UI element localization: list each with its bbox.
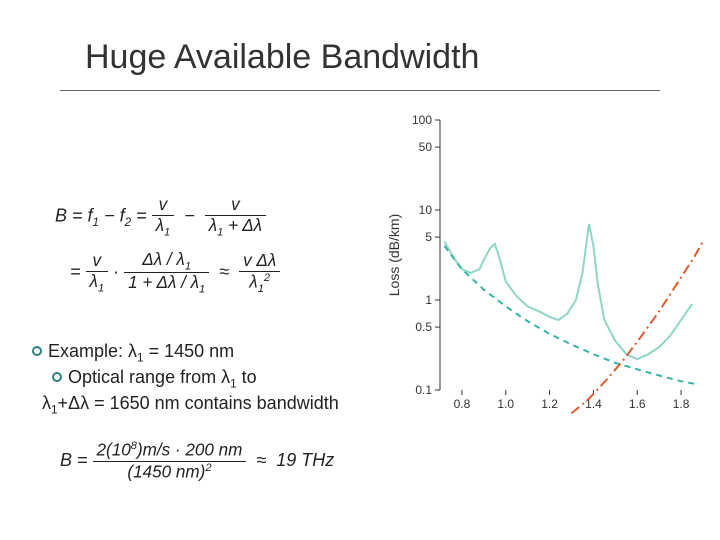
page-title: Huge Available Bandwidth (85, 38, 479, 77)
svg-text:Loss (dB/km): Loss (dB/km) (386, 214, 402, 296)
loss-chart: 0.10.5151050100Loss (dB/km)0.81.01.21.41… (385, 110, 705, 430)
svg-text:50: 50 (419, 140, 433, 154)
svg-text:10: 10 (419, 203, 433, 217)
svg-text:0.8: 0.8 (454, 397, 471, 411)
svg-text:1.2: 1.2 (541, 397, 558, 411)
svg-text:1.0: 1.0 (497, 397, 514, 411)
svg-text:1.8: 1.8 (673, 397, 690, 411)
formula-bandwidth: B = 2(108)m/s · 200 nm(1450 nm)2 ≈ 19 TH… (60, 440, 400, 482)
svg-text:0.1: 0.1 (415, 383, 432, 397)
svg-text:5: 5 (425, 230, 432, 244)
formula-line-1: B = f1 − f2 = vλ1 − vλ1 + Δλ (55, 195, 385, 238)
svg-text:1: 1 (425, 293, 432, 307)
svg-text:100: 100 (412, 113, 432, 127)
title-rule (60, 90, 660, 91)
example-text: Example: λ1 = 1450 nm Optical range from… (32, 340, 412, 419)
svg-text:0.5: 0.5 (415, 320, 432, 334)
formula-line-2: = vλ1 · Δλ / λ11 + Δλ / λ1 ≈ v Δλλ12 (70, 250, 370, 296)
svg-text:1.6: 1.6 (629, 397, 646, 411)
